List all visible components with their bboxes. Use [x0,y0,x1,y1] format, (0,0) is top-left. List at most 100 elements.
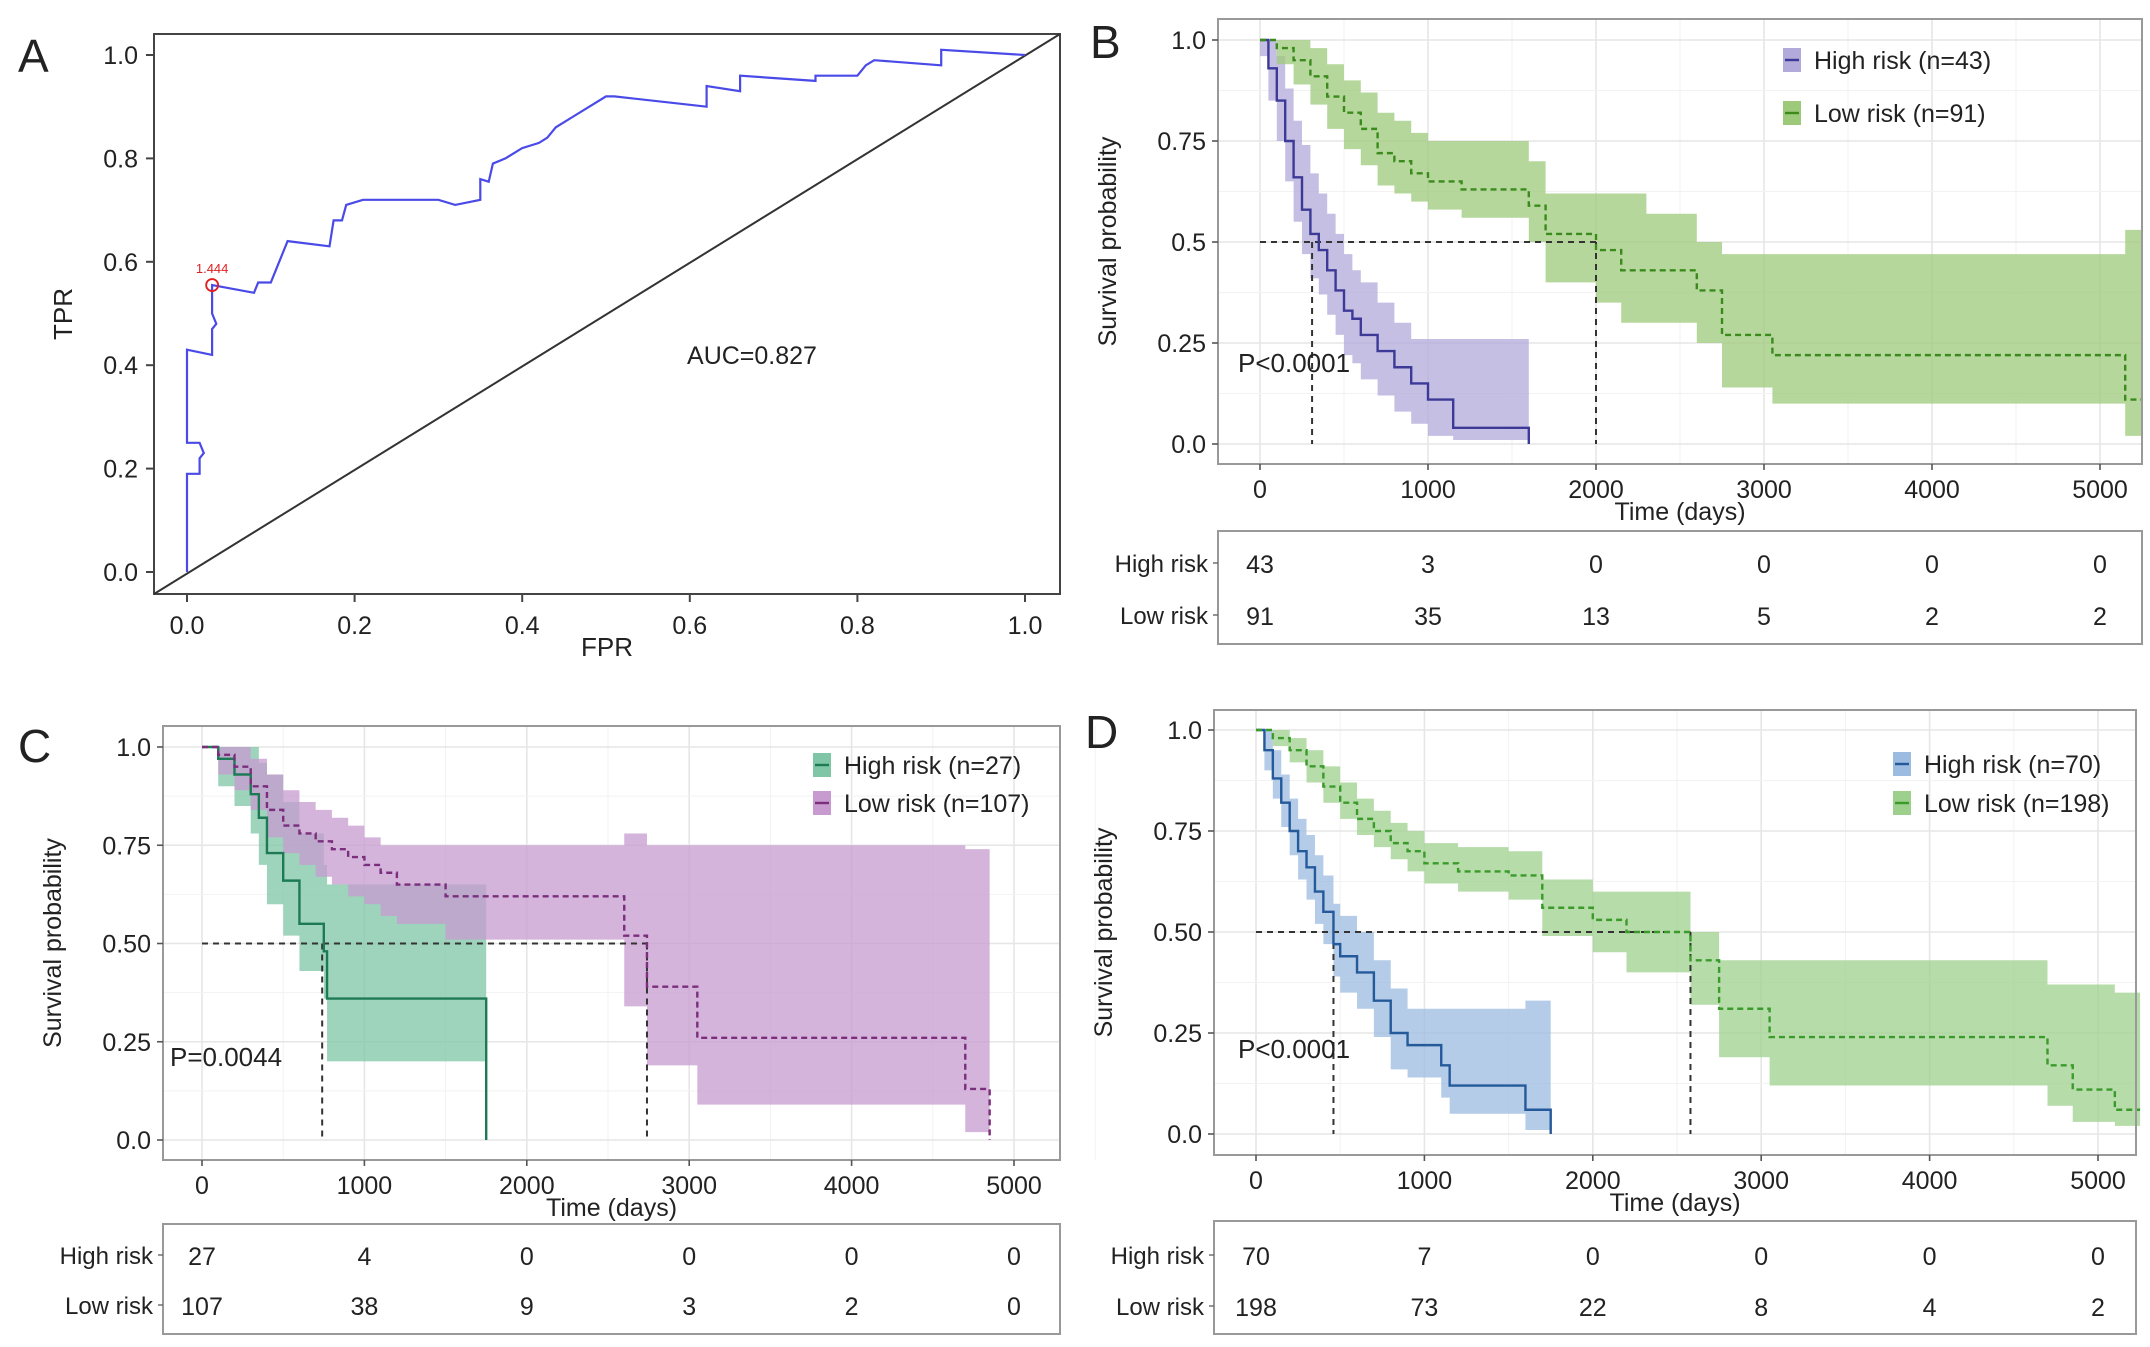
y-axis-label: Survival probability [1090,827,1118,1037]
panel-label-c: C [18,720,51,772]
roc-curve [185,48,1026,572]
legend-label: High risk (n=27) [844,752,1021,780]
risk-table-cell: 38 [350,1293,378,1321]
plot-frame [153,33,1061,595]
y-tick-label: 0.75 [102,832,151,860]
risk-table-cell: 4 [357,1243,371,1271]
legend-label: Low risk (n=91) [1814,100,1986,128]
x-tick-label: 0 [1249,1167,1263,1195]
risk-table-cell: 0 [1757,551,1771,579]
p-value-annotation: P<0.0001 [1238,1034,1350,1064]
risk-table-cell: 8 [1754,1294,1768,1322]
x-tick-label: 0 [195,1172,209,1200]
risk-table-cell: 2 [2093,603,2107,631]
x-tick-label: 2000 [1568,476,1624,504]
x-tick-label: 4000 [1902,1167,1958,1195]
cutoff-label: 1.444 [196,261,229,276]
risk-table-row-label: Low risk [65,1293,154,1320]
risk-table-cell: 0 [1923,1243,1937,1271]
risk-table-cell: 0 [1754,1243,1768,1271]
risk-table-cell: 9 [520,1293,534,1321]
x-tick-label: 4000 [1904,476,1960,504]
y-axis-label: Survival probability [1094,136,1122,346]
x-tick-label: 0.4 [505,612,540,640]
x-tick-label: 0.8 [840,612,875,640]
risk-table-frame [162,1223,1061,1335]
x-tick-label: 1000 [1397,1167,1453,1195]
risk-table-cell: 0 [1589,551,1603,579]
auc-annotation: AUC=0.827 [687,342,817,370]
risk-table-row-label: Low risk [1116,1294,1205,1321]
p-value-annotation: P<0.0001 [1238,348,1350,378]
panel-label-a: A [18,30,49,82]
survival-curve-high-risk [1260,38,1531,444]
y-tick-label: 0.0 [103,559,138,587]
confidence-band-high-risk [1260,40,1529,440]
y-tick-label: 0.0 [1171,431,1206,459]
panel-d: D0 1000 2000 3000 4000 50000.00.250.500.751.0… [1085,706,2141,1335]
legend-label: Low risk (n=107) [844,790,1030,818]
y-tick-label: 0.8 [103,145,138,173]
x-tick-label: 4000 [824,1172,880,1200]
x-tick-label: 1.0 [1008,612,1043,640]
x-tick-label: 3000 [1736,476,1792,504]
risk-table-cell: 91 [1246,603,1274,631]
risk-table-frame [1213,1220,2137,1335]
risk-table-cell: 3 [1421,551,1435,579]
confidence-band-low-risk [1260,40,2142,436]
risk-table-cell: 4 [1923,1294,1937,1322]
panel-label-d: D [1085,706,1118,758]
risk-table-cell: 73 [1410,1294,1438,1322]
risk-table-cell: 35 [1414,603,1442,631]
y-tick-label: 0.25 [1153,1020,1202,1048]
y-tick-label: 1.0 [1167,717,1202,745]
y-tick-label: 0.50 [102,931,151,959]
x-tick-label: 1000 [1400,476,1456,504]
risk-table-cell: 22 [1579,1294,1607,1322]
x-axis-label: Time (days) [1609,1189,1740,1217]
survival-curve-low-risk [1256,728,2141,1111]
risk-table-row-label: High risk [1115,551,1209,578]
risk-table-cell: 2 [2091,1294,2105,1322]
risk-table-cell: 7 [1417,1243,1431,1271]
risk-table-cell: 0 [1925,551,1939,579]
panel-label-b: B [1090,16,1121,68]
survival-curve-low-risk [202,745,991,1140]
y-tick-label: 0.6 [103,249,138,277]
risk-table-cell: 0 [1007,1293,1021,1321]
risk-table-row-label: High risk [60,1243,154,1270]
x-axis-label: Time (days) [1614,498,1745,526]
risk-table-cell: 3 [682,1293,696,1321]
y-tick-label: 0.50 [1153,919,1202,947]
legend-label: High risk (n=43) [1814,47,1991,75]
x-tick-label: 5000 [986,1172,1042,1200]
x-axis-label: FPR [581,632,633,662]
risk-table-cell: 2 [1925,603,1939,631]
y-axis-label: Survival probability [39,838,67,1048]
y-tick-label: 1.0 [116,734,151,762]
y-tick-label: 0.0 [1167,1121,1202,1149]
x-tick-label: 3000 [661,1172,717,1200]
risk-table-cell: 0 [2091,1243,2105,1271]
y-axis-label: TPR [48,288,78,340]
y-tick-label: 0.75 [1153,818,1202,846]
y-tick-label: 0.5 [1171,229,1206,257]
x-tick-label: 0 [1253,476,1267,504]
legend-label: Low risk (n=198) [1924,790,2110,818]
risk-table-cell: 2 [845,1293,859,1321]
confidence-band-low-risk [202,747,990,1133]
risk-table-cell: 43 [1246,551,1274,579]
x-tick-label: 2000 [1565,1167,1621,1195]
risk-table-cell: 13 [1582,603,1610,631]
x-tick-label: 1000 [337,1172,393,1200]
p-value-annotation: P=0.0044 [170,1042,282,1072]
x-tick-label: 5000 [2072,476,2128,504]
panel-c: C0 1000 2000 3000 4000 50000.00.250.500.751.0… [18,720,1096,1335]
y-tick-label: 0.0 [116,1127,151,1155]
risk-table-cell: 0 [1586,1243,1600,1271]
risk-table-row-label: Low risk [1120,603,1209,630]
cutoff-marker [205,278,220,292]
risk-table-cell: 198 [1235,1294,1277,1322]
x-axis-label: Time (days) [546,1194,677,1222]
risk-table-cell: 0 [682,1243,696,1271]
